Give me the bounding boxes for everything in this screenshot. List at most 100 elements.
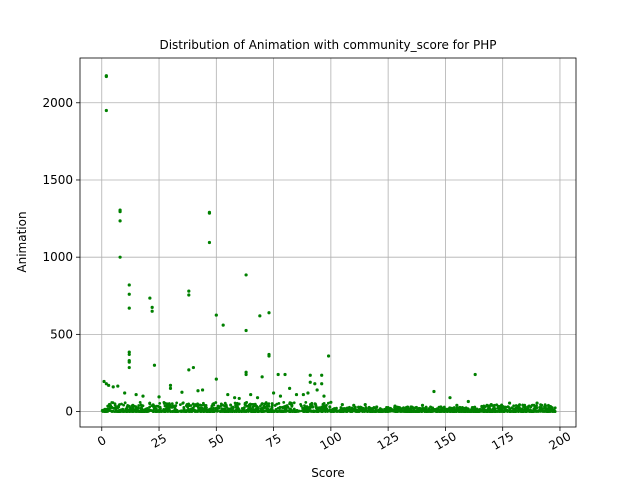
y-tick-label: 500: [50, 327, 73, 341]
data-point: [198, 403, 202, 407]
data-point: [325, 410, 329, 413]
data-point: [286, 405, 290, 409]
data-point: [210, 404, 214, 408]
data-point: [165, 402, 169, 406]
data-point: [209, 409, 212, 413]
data-point: [538, 408, 542, 412]
data-point: [178, 403, 182, 407]
data-point: [204, 407, 208, 411]
data-point: [283, 372, 287, 377]
data-point: [253, 410, 256, 413]
data-point: [488, 410, 492, 413]
data-point: [387, 407, 391, 411]
data-point: [111, 401, 115, 405]
data-point: [116, 384, 120, 388]
data-point: [145, 409, 149, 413]
data-point: [474, 409, 478, 413]
data-point: [321, 402, 325, 406]
data-point: [168, 383, 173, 387]
data-point: [189, 404, 193, 407]
data-point: [260, 402, 264, 405]
data-point: [334, 409, 337, 413]
data-point: [127, 283, 131, 287]
data-point: [326, 401, 330, 405]
data-point: [240, 410, 244, 413]
data-point: [308, 373, 312, 377]
data-point: [517, 404, 521, 408]
data-point: [424, 405, 428, 409]
data-point: [480, 405, 484, 409]
data-point: [170, 402, 174, 406]
data-point: [294, 392, 299, 397]
data-point: [127, 352, 131, 357]
data-point: [103, 408, 106, 412]
data-point: [251, 405, 255, 409]
data-point: [216, 404, 220, 408]
data-point: [415, 405, 418, 409]
data-point: [207, 211, 212, 215]
data-point: [455, 409, 459, 413]
data-point: [309, 404, 313, 408]
data-point: [118, 219, 122, 223]
plot-frame: [79, 57, 577, 428]
data-point: [226, 392, 230, 397]
data-point: [150, 305, 154, 309]
data-point: [532, 403, 536, 407]
data-point: [441, 406, 445, 410]
data-point: [127, 306, 131, 310]
data-point: [529, 405, 533, 409]
data-point: [482, 407, 486, 411]
data-point: [306, 409, 310, 413]
y-tick-label: 1000: [42, 250, 73, 264]
data-point: [532, 407, 536, 411]
data-point: [184, 410, 188, 413]
data-point: [525, 410, 528, 413]
data-point: [221, 403, 225, 407]
data-point: [244, 372, 248, 377]
data-point: [455, 403, 459, 407]
data-point: [150, 309, 154, 313]
data-point: [308, 380, 312, 384]
data-point: [104, 382, 108, 386]
data-point: [134, 392, 138, 397]
data-point: [155, 407, 158, 411]
data-point: [507, 401, 512, 405]
data-point: [418, 410, 421, 413]
data-point: [141, 394, 145, 398]
data-point: [148, 296, 152, 300]
data-point: [450, 407, 454, 410]
data-point: [482, 410, 486, 413]
data-point: [439, 405, 443, 409]
data-point: [328, 405, 332, 409]
data-point: [553, 406, 557, 410]
data-point: [207, 240, 212, 245]
data-point: [180, 390, 184, 394]
data-point: [401, 409, 405, 413]
data-point: [471, 406, 475, 410]
data-point: [425, 409, 429, 413]
data-point: [139, 410, 143, 413]
data-point: [182, 406, 186, 409]
data-point: [122, 403, 126, 407]
data-point: [397, 405, 401, 409]
data-point: [127, 292, 131, 296]
data-point: [258, 314, 262, 318]
data-point: [140, 408, 143, 411]
data-point: [260, 406, 264, 410]
data-point: [282, 400, 286, 404]
data-point: [514, 404, 518, 407]
data-point: [347, 407, 351, 410]
data-point: [390, 407, 394, 411]
data-point: [497, 405, 501, 409]
data-point: [324, 405, 328, 409]
data-point: [158, 401, 162, 405]
data-point: [113, 410, 117, 413]
x-axis-title: Score: [311, 466, 345, 480]
data-point: [303, 404, 306, 408]
data-point: [267, 354, 271, 358]
data-point: [282, 405, 286, 409]
data-point: [343, 408, 346, 412]
data-point: [217, 406, 221, 410]
y-tick-label: 1500: [42, 173, 73, 187]
data-point: [458, 406, 462, 410]
